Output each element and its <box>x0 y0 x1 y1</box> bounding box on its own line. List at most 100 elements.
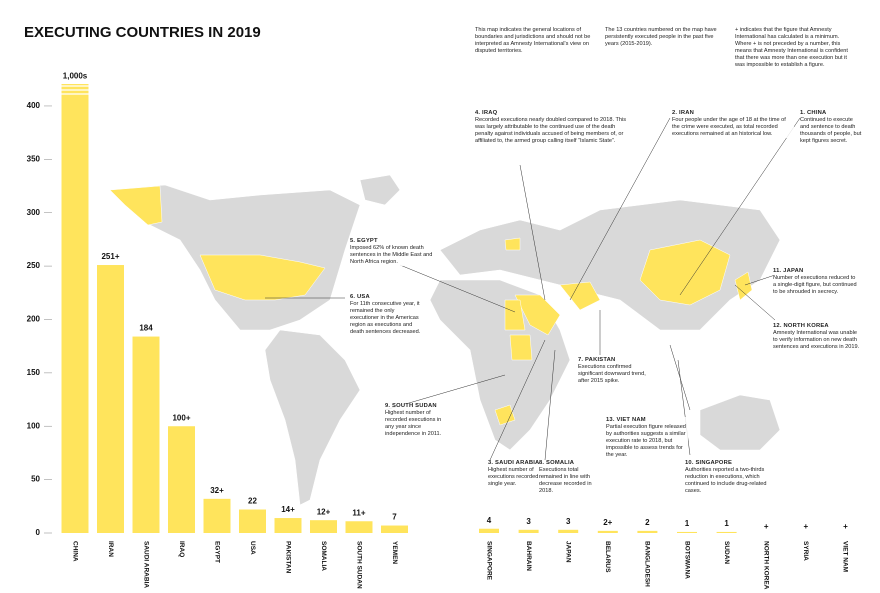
y-tick-label: 0 <box>36 528 41 537</box>
bar <box>345 521 373 533</box>
value-label: + <box>843 522 848 531</box>
value-label: 3 <box>566 517 571 526</box>
highlighted-countries <box>109 185 753 426</box>
annotation-text: Executions confirmed significant downwar… <box>578 364 646 384</box>
annotation-text: Amnesty International was unable to veri… <box>773 330 860 350</box>
value-label: 11+ <box>352 508 365 517</box>
bar <box>381 525 408 533</box>
annotation-text: Recorded executions nearly doubled compa… <box>475 117 627 144</box>
x-tick-label: BAHRAIN <box>525 541 532 571</box>
annotation-title: 11. JAPAN <box>773 268 804 274</box>
y-tick-label: 400 <box>27 101 41 110</box>
map-note: This map indicates the general locations… <box>475 27 591 54</box>
y-tick-label: 150 <box>27 368 41 377</box>
y-tick-label: 250 <box>27 261 41 270</box>
annotation-title: 8. SOMALIA <box>539 460 575 466</box>
x-tick-label: BELARUS <box>604 541 611 573</box>
annotation-title: 10. SINGAPORE <box>685 460 733 466</box>
map-note: + indicates that the figure that Amnesty… <box>735 27 848 68</box>
annotation-text: Highest number of recorded executions in… <box>385 410 442 437</box>
value-label: + <box>764 522 769 531</box>
annotation: 10. SINGAPORE Authorities reported a two-… <box>685 460 777 495</box>
bar <box>677 531 697 533</box>
x-tick-label: IRAQ <box>178 541 185 557</box>
annotation: 9. SOUTH SUDAN Highest number of recorded… <box>385 403 442 438</box>
y-tick-label: 50 <box>31 475 40 484</box>
x-tick-label: VIET NAM <box>842 541 849 572</box>
x-tick-label: PAKISTAN <box>284 541 291 574</box>
value-label: 1 <box>724 519 729 528</box>
x-tick-label: SOMALIA <box>320 541 327 571</box>
bar <box>637 530 658 533</box>
bar <box>61 84 89 533</box>
x-tick-label: CHINA <box>71 541 78 562</box>
bar <box>203 498 231 533</box>
annotation: 5. EGYPT Imposed 62% of known death sente… <box>350 238 436 266</box>
annotation: 2. IRAN Four people under the age of 18 a… <box>672 110 794 138</box>
y-tick-label: 200 <box>27 315 41 324</box>
annotation: 1. CHINA Continued to execute and sentenc… <box>800 110 862 145</box>
value-label: 22 <box>248 497 257 506</box>
x-tick-label: JAPAN <box>564 541 571 563</box>
annotation-title: 13. VIET NAM <box>606 417 646 423</box>
annotation-text: For 11th consecutive year, it remained t… <box>350 301 421 335</box>
annotation-text: Highest number of executions recorded in… <box>488 467 549 487</box>
annotation: 11. JAPAN Number of executions reduced to… <box>773 268 857 296</box>
annotation-title: 1. CHINA <box>800 110 827 116</box>
value-label: 251+ <box>101 252 119 261</box>
value-label: 7 <box>392 513 397 522</box>
value-label: 1 <box>685 519 690 528</box>
y-tick-label: 100 <box>27 421 41 430</box>
value-label: 32+ <box>210 486 224 495</box>
value-label: 3 <box>526 517 531 526</box>
annotation-text: Number of executions reduced to a single… <box>773 275 857 295</box>
annotation-text: Four people under the age of 18 at the t… <box>672 117 786 137</box>
annotation-title: 5. EGYPT <box>350 238 378 244</box>
x-tick-label: SOUTH SUDAN <box>355 541 362 589</box>
annotation-title: 6. USA <box>350 294 370 300</box>
bar <box>479 528 499 533</box>
bar <box>239 509 266 533</box>
y-tick-label: 300 <box>27 208 41 217</box>
bar <box>518 529 539 533</box>
value-label: 12+ <box>317 507 331 516</box>
annotation: 12. NORTH KOREA Amnesty International was… <box>773 323 861 351</box>
annotation-title: 7. PAKISTAN <box>578 357 616 363</box>
bar <box>97 265 124 533</box>
annotation: 13. VIET NAM Partial execution figure rel… <box>606 417 688 459</box>
annotation-title: 9. SOUTH SUDAN <box>385 403 437 409</box>
bar <box>310 520 337 533</box>
value-label: 184 <box>139 324 153 333</box>
bars <box>61 84 737 533</box>
x-tick-label: NORTH KOREA <box>762 541 769 590</box>
annotation: 7. PAKISTAN Executions confirmed signific… <box>578 357 656 385</box>
annotation-text: Partial execution figure released by aut… <box>606 424 686 458</box>
x-tick-label: SYRIA <box>802 541 809 561</box>
annotation-text: Continued to execute and sentence to dea… <box>800 117 862 144</box>
x-tick-label: BOTSWANA <box>683 541 690 579</box>
x-tick-label: BANGLADESH <box>644 541 651 587</box>
x-tick-label: SUDAN <box>723 541 730 564</box>
x-tick-label: SINGAPORE <box>485 541 492 581</box>
bar <box>168 426 195 533</box>
x-tick-label: EGYPT <box>213 541 220 563</box>
annotation-text: Executions total remained in line with d… <box>539 467 592 494</box>
y-tick-label: 350 <box>27 154 41 163</box>
annotation-text: Imposed 62% of known death sentences in … <box>350 245 433 265</box>
annotation-title: 3. SAUDI ARABIA <box>488 460 540 466</box>
annotation: 6. USA For 11th consecutive year, it rema… <box>350 294 422 336</box>
bar <box>597 530 618 533</box>
value-label: 100+ <box>172 413 190 422</box>
value-label: 1,000s <box>63 72 88 81</box>
map-note: The 13 countries numbered on the map hav… <box>605 27 717 47</box>
bar <box>274 518 302 533</box>
annotation-title: 4. IRAQ <box>475 110 498 116</box>
x-tick-label: USA <box>249 541 256 555</box>
bar <box>558 529 579 533</box>
value-label: 4 <box>487 516 492 525</box>
annotation-title: 12. NORTH KOREA <box>773 323 829 329</box>
annotation: 8. SOMALIA Executions total remained in l… <box>539 460 595 495</box>
bar <box>132 336 160 533</box>
value-label: 2 <box>645 518 650 527</box>
